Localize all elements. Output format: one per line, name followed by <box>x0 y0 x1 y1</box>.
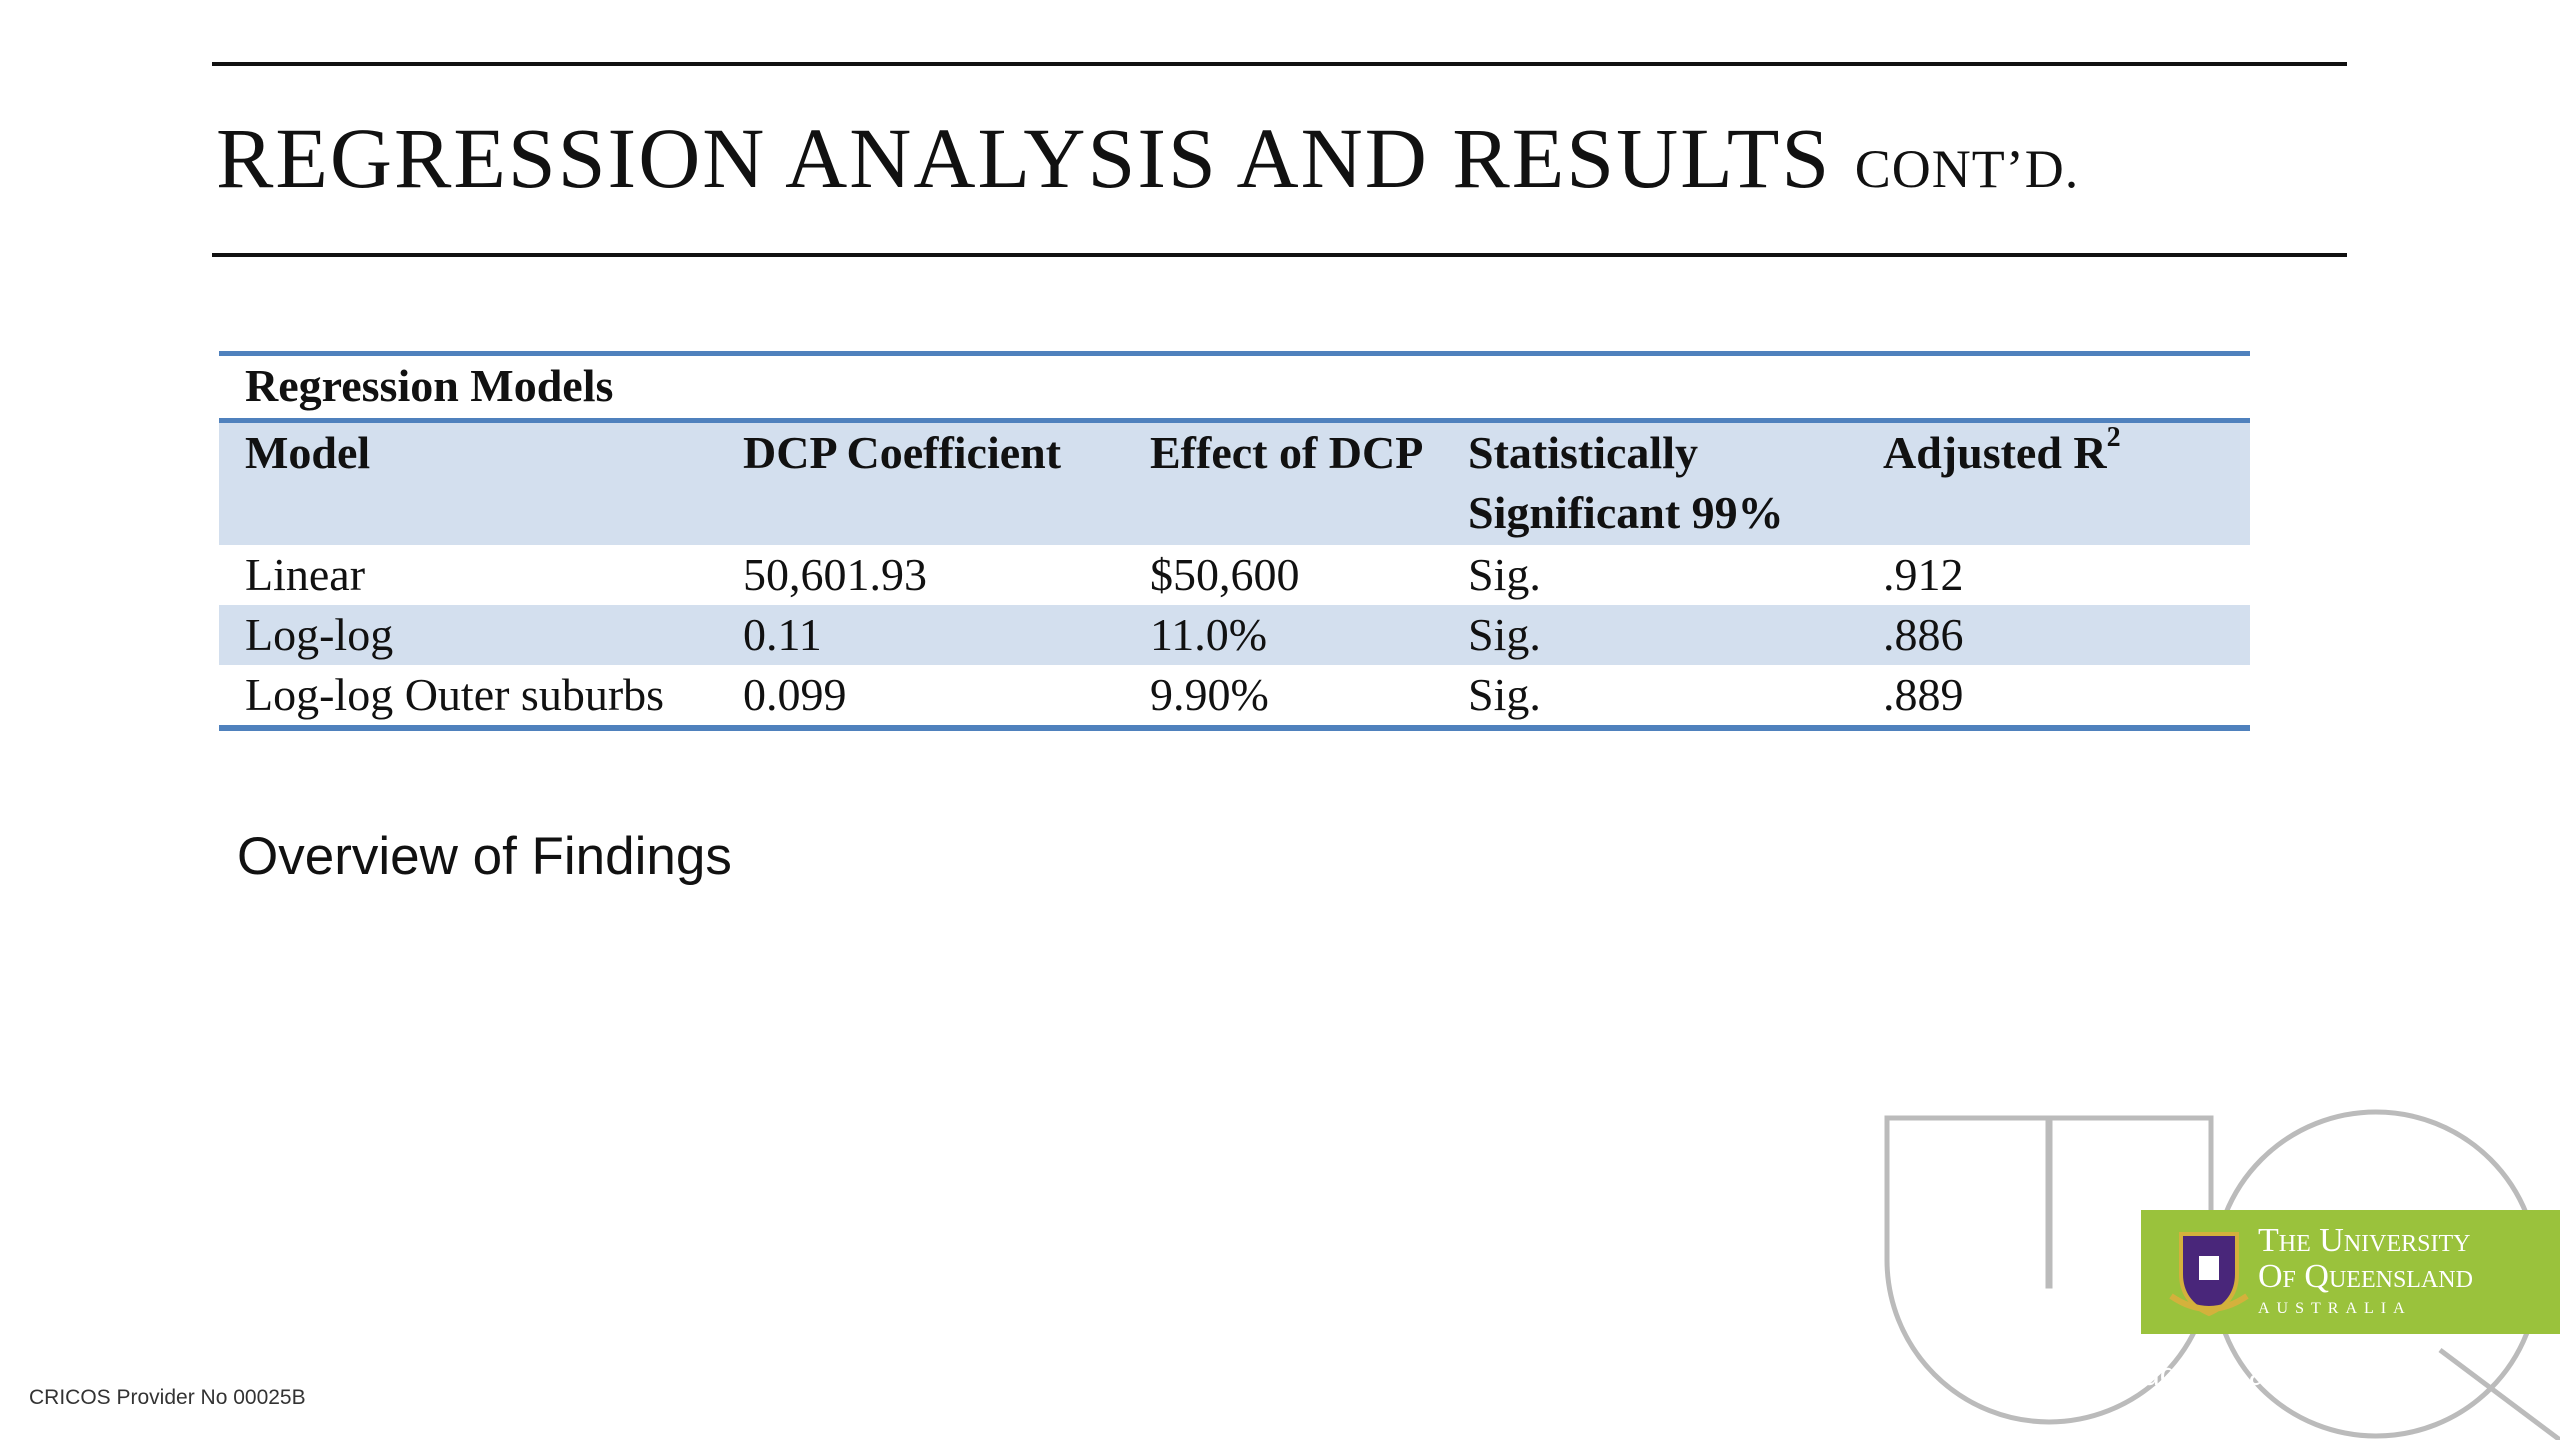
logo: The University Of Queensland AUSTRALIA <box>2141 1210 2560 1334</box>
table-cell: 9.90% <box>1124 665 1442 731</box>
header-text: Adjusted R <box>1883 427 2107 478</box>
table-row: Log-log 0.11 11.0% Sig. .886 <box>219 605 2251 665</box>
header-cell: Effect of DCP <box>1124 420 1442 545</box>
table-cell: $50,600 <box>1150 549 1300 600</box>
table-cell: Sig. <box>1442 665 1857 731</box>
table-cell: 50,601.93 <box>743 549 927 600</box>
title-suffix: CONT’D. <box>1854 139 2080 199</box>
header-text: Effect of DCP <box>1150 427 1424 478</box>
caption-row: Regression Models <box>219 351 2251 423</box>
table-cell: Log-log <box>219 605 717 665</box>
table-cell: 0.11 <box>717 605 1124 665</box>
header-cell: Model <box>219 420 717 545</box>
q-tail <box>2438 1348 2560 1440</box>
header-text: DCP Coefficient <box>743 427 1062 478</box>
header-cell: Statistically Significant 99% <box>1442 420 1857 545</box>
table-cell: .886 <box>1857 605 2251 665</box>
table-cell: Linear <box>245 549 366 600</box>
bottom-rule <box>212 253 2347 257</box>
title-text: REGRESSION ANALYSIS AND RESULTS <box>216 110 1832 206</box>
top-rule <box>212 62 2347 66</box>
header-cell: Adjusted R2 <box>1857 420 2251 545</box>
table-cell: Log-log Outer suburbs <box>219 665 717 731</box>
table-cell: .912 <box>1883 549 1964 600</box>
header-superscript: 2 <box>2106 422 2121 453</box>
header-cell: DCP Coefficient <box>717 420 1124 545</box>
title: REGRESSION ANALYSIS AND RESULTS CONT’D. <box>216 108 2079 208</box>
table-cell: Sig. <box>1468 549 1541 600</box>
regression-table: Regression Models Model DCP Coefficient Eff… <box>219 351 2251 731</box>
table-row: Log-log Outer suburbs 0.099 9.90% Sig. .889 <box>219 665 2251 731</box>
logo-line3: AUSTRALIA <box>2258 1300 2412 1317</box>
subheading: Overview of Findings <box>237 827 732 886</box>
logo-line1: The University <box>2258 1222 2471 1259</box>
table-body: Regression Models Model DCP Coefficient Eff… <box>219 351 2251 731</box>
table-caption: Regression Models <box>219 351 2251 423</box>
table-cell: 11.0% <box>1124 605 1442 665</box>
table-cell: Sig. <box>1442 605 1857 665</box>
crest <box>2169 1232 2249 1317</box>
header-text: Model <box>245 427 371 478</box>
logo-url: uq.edu.au <box>2142 1356 2285 1392</box>
table-cell: 0.099 <box>717 665 1124 731</box>
table-cell: .889 <box>1857 665 2251 731</box>
header-row: Model DCP Coefficient Effect of DCP Statist… <box>219 420 2251 545</box>
header-text: Statistically Significant 99% <box>1468 427 1784 538</box>
table-row: Linear 50,601.93 $50,600 Sig. .912 <box>219 545 2250 605</box>
footer: CRICOS Provider No 00025B <box>29 1386 306 1409</box>
logo-line2: Of Queensland <box>2258 1258 2473 1295</box>
